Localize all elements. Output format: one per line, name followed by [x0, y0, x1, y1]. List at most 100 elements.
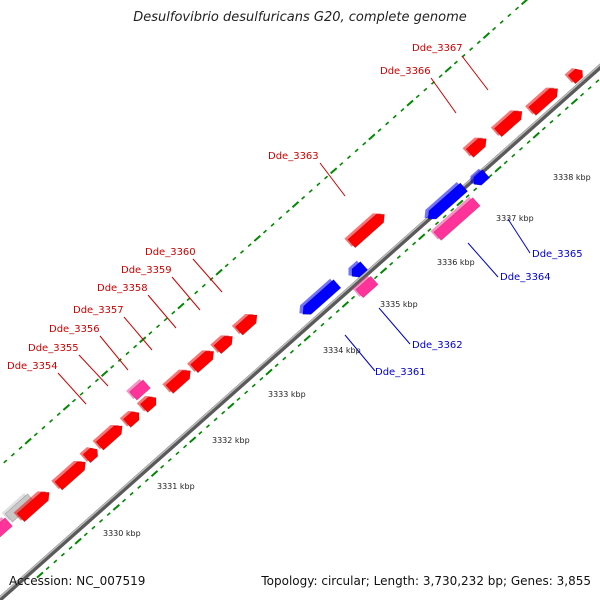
gene-arrow[interactable] — [136, 391, 160, 413]
gene-arrow[interactable] — [0, 516, 13, 540]
gene-label-forward[interactable]: Dde_3366 — [380, 66, 431, 77]
tick-mark — [324, 175, 329, 180]
gene-label-forward[interactable]: Dde_3360 — [145, 247, 196, 258]
tick-mark — [595, 79, 600, 84]
tick-mark — [189, 436, 197, 444]
tick-mark — [244, 390, 249, 395]
tick-mark — [253, 234, 261, 242]
tick-mark — [62, 403, 71, 411]
tick-mark — [209, 277, 214, 281]
tick-mark — [262, 229, 267, 234]
genome-backbone — [0, 63, 600, 600]
gene-arrow[interactable] — [344, 208, 388, 249]
gene-arrow[interactable] — [352, 274, 379, 299]
gene-arrow[interactable] — [462, 132, 490, 158]
gene-label-forward[interactable]: Dde_3367 — [412, 43, 463, 54]
tick-mark — [341, 301, 350, 308]
callout-line — [147, 294, 177, 329]
gene-arrow[interactable] — [162, 364, 194, 394]
gene-label-forward[interactable]: Dde_3354 — [7, 361, 58, 372]
gene-arrow[interactable] — [296, 277, 342, 319]
gene-label-forward[interactable]: Dde_3358 — [97, 283, 148, 294]
tick-mark — [224, 263, 229, 268]
gene-arrow[interactable] — [467, 167, 491, 189]
scale-label: 3332 kbp — [212, 436, 250, 445]
gene-arrow[interactable] — [79, 443, 101, 464]
tick-mark — [259, 376, 264, 381]
callout-line — [467, 242, 499, 278]
tick-mark — [389, 261, 394, 266]
gene-arrow[interactable] — [13, 486, 53, 523]
tick-mark — [18, 446, 23, 450]
gene-label-reverse[interactable]: Dde_3364 — [500, 272, 551, 283]
gene-label-reverse[interactable]: Dde_3361 — [375, 367, 426, 378]
callout-line — [78, 354, 109, 387]
tick-mark — [247, 243, 252, 248]
tick-mark — [175, 451, 180, 456]
tick-marks — [3, 0, 600, 579]
tick-mark — [450, 207, 455, 212]
callout-line — [192, 258, 223, 293]
gene-label-reverse[interactable]: Dde_3365 — [532, 249, 583, 260]
tick-mark — [541, 126, 546, 131]
tick-mark — [492, 26, 497, 31]
tick-mark — [412, 241, 417, 246]
tick-mark — [106, 512, 111, 517]
tick-mark — [194, 290, 199, 295]
gene-arrow[interactable] — [430, 195, 481, 241]
gene-arrow[interactable] — [119, 406, 143, 428]
gene-arrow[interactable] — [51, 456, 89, 492]
tick-mark — [453, 60, 458, 65]
scale-label: 3330 kbp — [103, 529, 141, 538]
gene-arrow[interactable] — [210, 330, 236, 355]
tick-mark — [232, 256, 237, 261]
tick-mark — [129, 491, 134, 496]
tick-mark — [520, 0, 529, 6]
gene-arrow[interactable] — [345, 259, 369, 281]
gene-label-forward[interactable]: Dde_3355 — [28, 343, 79, 354]
tick-mark — [167, 458, 172, 462]
tick-mark — [282, 356, 287, 361]
tick-mark — [177, 302, 185, 310]
tick-mark — [121, 498, 127, 503]
gene-arrow[interactable] — [490, 105, 526, 138]
tick-mark — [396, 255, 401, 260]
tick-mark — [270, 222, 275, 227]
gene-label-forward[interactable]: Dde_3359 — [121, 265, 172, 276]
tick-mark — [587, 86, 592, 90]
gene-label-reverse[interactable]: Dde_3362 — [412, 340, 463, 351]
callout-line — [344, 334, 376, 372]
tick-mark — [301, 195, 306, 200]
tick-mark — [362, 141, 367, 146]
tick-mark — [221, 410, 226, 415]
tick-mark — [488, 173, 493, 178]
gene-label-forward[interactable]: Dde_3356 — [49, 324, 100, 335]
tick-mark — [514, 6, 520, 11]
gene-arrow[interactable] — [187, 345, 217, 374]
tick-mark — [373, 275, 378, 280]
tick-mark — [110, 364, 115, 369]
tick-mark — [320, 322, 325, 327]
tick-mark — [330, 167, 338, 175]
tick-mark — [291, 201, 300, 208]
tick-mark — [518, 146, 524, 151]
tick-mark — [133, 344, 138, 349]
tick-mark — [79, 391, 84, 396]
tick-mark — [289, 349, 294, 354]
gene-arrow[interactable] — [92, 420, 126, 452]
gene-label-forward[interactable]: Dde_3357 — [73, 305, 124, 316]
gene-label-forward[interactable]: Dde_3363 — [268, 151, 319, 162]
gene-arrow[interactable] — [525, 82, 561, 116]
gene-arrow[interactable] — [421, 181, 469, 225]
tick-mark — [511, 153, 516, 158]
tick-mark — [354, 148, 359, 153]
tick-mark — [434, 221, 440, 226]
tick-mark — [56, 412, 61, 417]
gene-arrow[interactable] — [231, 309, 261, 337]
gene-arrow[interactable] — [564, 64, 586, 85]
tick-mark — [482, 32, 491, 39]
tick-mark — [350, 295, 356, 300]
gene-arrow[interactable] — [126, 378, 151, 402]
tick-mark — [406, 99, 414, 107]
